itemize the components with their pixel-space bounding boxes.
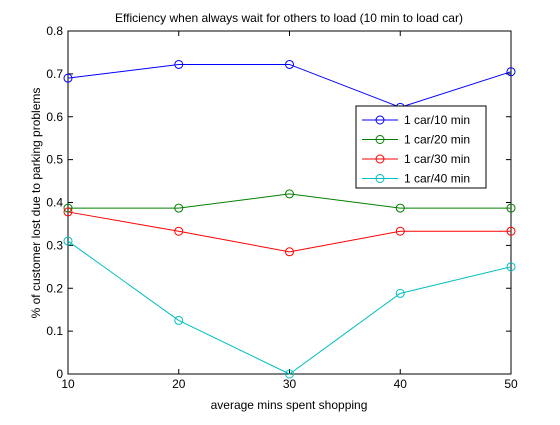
x-tick-label: 50 [504,377,518,391]
y-tick-label: 0.5 [46,153,63,167]
x-axis-label: average mins spent shopping [211,398,368,412]
legend-label: 1 car/20 min [404,133,470,147]
y-tick-label: 0.4 [46,196,63,210]
y-tick-label: 0.3 [46,238,63,252]
legend-label: 1 car/40 min [404,172,470,186]
y-tick-label: 0.1 [46,324,63,338]
chart-title: Efficiency when always wait for others t… [115,11,463,25]
plot-area [68,31,511,374]
y-tick-label: 0.2 [46,281,63,295]
x-tick-label: 30 [283,377,297,391]
y-axis-label: % of customer lost due to parking proble… [29,88,43,319]
legend: 1 car/10 min 1 car/20 min 1 car/30 min 1 ca… [356,106,486,188]
y-tick-label: 0.8 [46,24,63,38]
y-tick-label: 0.7 [46,67,63,81]
y-tick-label: 0.6 [46,110,63,124]
x-tick-label: 20 [172,377,186,391]
x-tick-label: 10 [61,377,75,391]
y-tick-label: 0 [56,367,63,381]
x-tick-label: 40 [394,377,408,391]
legend-label: 1 car/10 min [404,113,470,127]
legend-label: 1 car/30 min [404,152,470,166]
